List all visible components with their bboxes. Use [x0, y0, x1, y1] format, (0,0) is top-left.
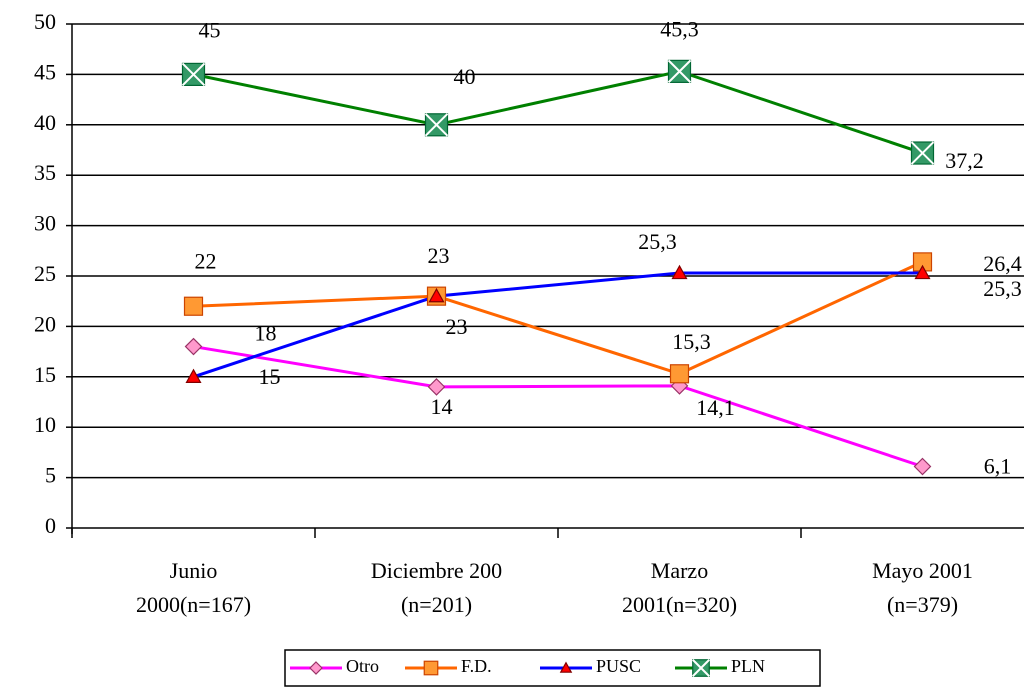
- marker-cross: [692, 659, 710, 677]
- marker: [184, 337, 203, 356]
- series-line: [193, 345, 923, 468]
- value-label: 14,1: [696, 395, 735, 420]
- value-label: 23: [446, 314, 468, 339]
- value-label: 6,1: [984, 454, 1012, 479]
- value-label: 23: [428, 243, 450, 268]
- x-tick-label: (n=379): [887, 592, 958, 617]
- y-tick-label: 25: [34, 261, 56, 286]
- x-tick-label: Marzo: [651, 558, 708, 583]
- value-label: 45,3: [660, 16, 699, 41]
- marker: [424, 113, 449, 137]
- y-tick-label: 30: [34, 211, 56, 236]
- marker: [913, 457, 932, 476]
- value-label: 14: [431, 394, 453, 419]
- marker: [181, 62, 206, 87]
- marker: [914, 264, 931, 280]
- marker: [423, 660, 439, 676]
- marker: [669, 364, 690, 384]
- legend: Otro F.D. PUSC PLN: [284, 649, 821, 687]
- x-tick-label: Diciembre 200: [371, 558, 502, 583]
- y-tick-label: 20: [34, 311, 56, 336]
- y-tick-label: 40: [34, 110, 56, 135]
- marker: [667, 59, 692, 84]
- y-tick-label: 45: [34, 59, 56, 84]
- legend-label: F.D.: [461, 656, 492, 676]
- value-label: 18: [255, 321, 277, 346]
- marker: [183, 296, 204, 316]
- y-tick-label: 15: [34, 362, 56, 387]
- marker-cross: [181, 62, 206, 87]
- marker: [427, 378, 446, 396]
- marker: [671, 264, 688, 280]
- value-label: 25,3: [983, 276, 1022, 301]
- marker: [910, 141, 935, 165]
- y-tick-label: 0: [45, 513, 56, 538]
- value-label: 25,3: [638, 229, 677, 254]
- value-label: 45: [199, 17, 221, 42]
- legend-label: PUSC: [596, 656, 641, 676]
- marker: [559, 661, 573, 673]
- value-label: 15,3: [672, 329, 711, 354]
- legend-label: Otro: [346, 656, 379, 676]
- x-tick-label: 2000(n=167): [136, 592, 251, 617]
- y-tick-label: 50: [34, 9, 56, 34]
- y-tick-label: 35: [34, 160, 56, 185]
- value-label: 15: [259, 364, 281, 389]
- value-label: 40: [454, 64, 476, 89]
- marker-cross: [910, 141, 935, 165]
- value-label: 26,4: [983, 251, 1022, 276]
- series-line: [193, 260, 924, 376]
- value-label: 22: [195, 248, 217, 273]
- marker: [428, 287, 445, 303]
- marker-cross: [667, 59, 692, 84]
- series-line: [193, 69, 923, 155]
- y-tick-label: 5: [45, 463, 56, 488]
- legend-label: PLN: [731, 656, 765, 676]
- marker-cross: [424, 113, 449, 137]
- x-tick-label: Mayo 2001: [872, 558, 973, 583]
- x-tick-label: (n=201): [401, 592, 472, 617]
- marker: [185, 368, 202, 383]
- marker: [692, 659, 710, 677]
- x-tick-label: Junio: [170, 558, 218, 583]
- y-tick-label: 10: [34, 412, 56, 437]
- series-line: [193, 271, 923, 379]
- marker: [309, 661, 323, 675]
- x-tick-label: 2001(n=320): [622, 592, 737, 617]
- value-label: 37,2: [945, 148, 984, 173]
